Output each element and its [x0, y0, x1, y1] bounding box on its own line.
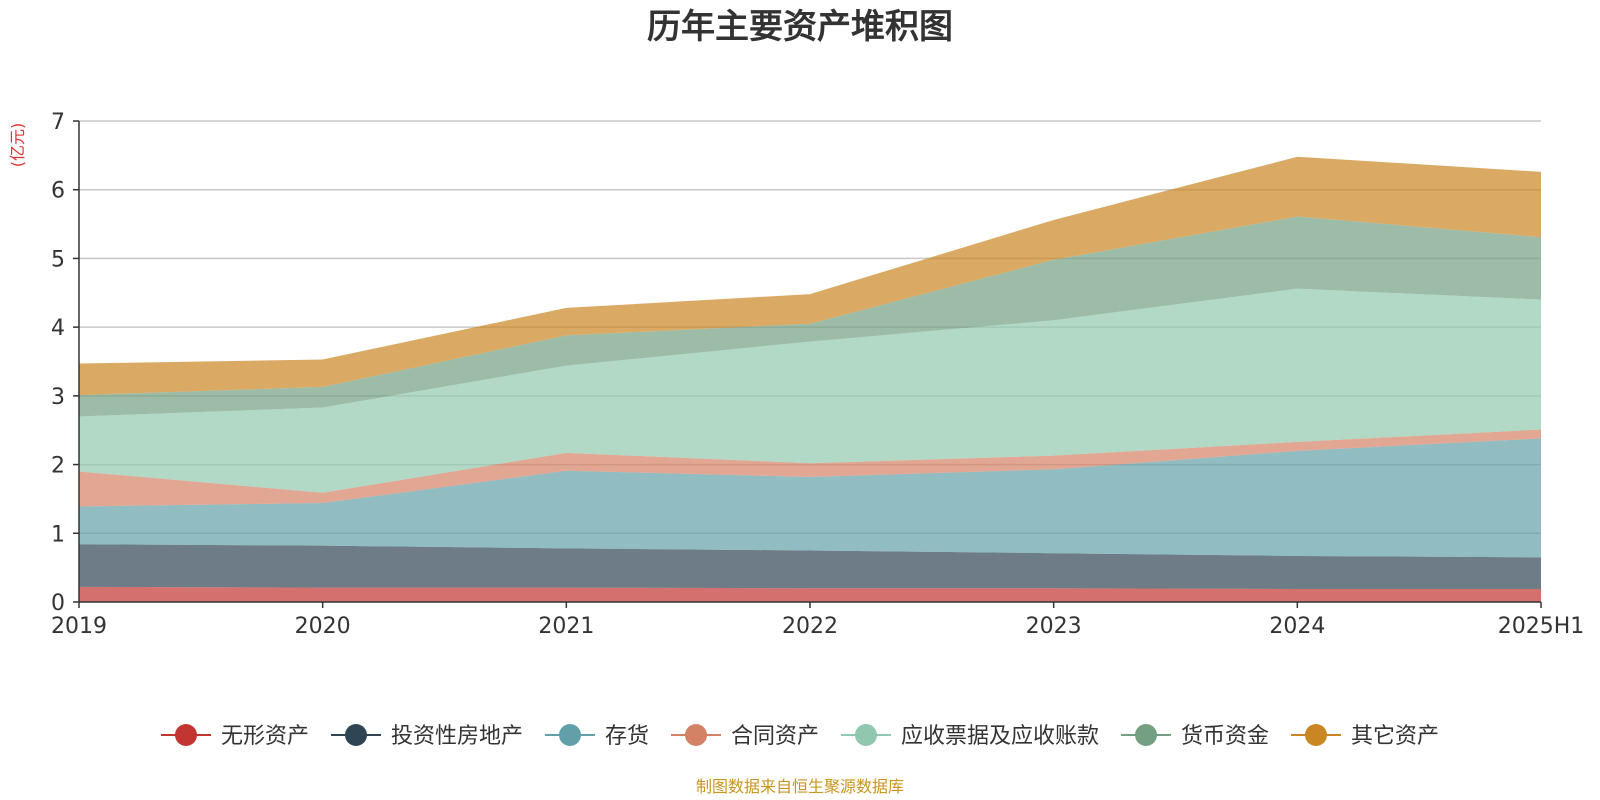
legend-item-7[interactable]: 其它资产	[1291, 724, 1439, 749]
area-series-3[interactable]	[79, 438, 1541, 558]
y-axis-unit-label: (亿元)	[8, 123, 27, 168]
y-tick-label: 1	[51, 522, 65, 547]
legend-label: 合同资产	[731, 724, 819, 749]
area-series-group	[79, 156, 1541, 602]
legend-label: 存货	[605, 724, 649, 749]
legend-marker	[855, 724, 877, 746]
area-series-5[interactable]	[79, 288, 1541, 493]
legend-label: 货币资金	[1181, 724, 1269, 749]
legend-marker	[1305, 724, 1327, 746]
chart-title: 历年主要资产堆积图	[647, 7, 953, 47]
legend-label: 无形资产	[221, 724, 309, 749]
legend-item-5[interactable]: 应收票据及应收账款	[841, 724, 1099, 749]
source-note: 制图数据来自恒生聚源数据库	[696, 777, 904, 796]
y-tick-label: 4	[51, 316, 65, 341]
x-tick-label: 2021	[538, 614, 594, 639]
legend-label: 其它资产	[1351, 724, 1439, 749]
legend-marker	[685, 724, 707, 746]
x-tick-label: 2019	[51, 614, 107, 639]
x-tick-label: 2020	[295, 614, 351, 639]
legend-item-6[interactable]: 货币资金	[1121, 724, 1269, 749]
y-tick-label: 5	[51, 247, 65, 272]
y-tick-label: 7	[51, 110, 65, 135]
legend[interactable]: 无形资产 投资性房地产 存货 合同资产 应收票据及应收账款 货币资金 其它资产	[161, 724, 1439, 749]
legend-item-3[interactable]: 存货	[545, 724, 649, 749]
y-tick-label: 6	[51, 179, 65, 204]
legend-marker	[345, 724, 367, 746]
legend-label: 投资性房地产	[391, 724, 523, 749]
area-series-7[interactable]	[79, 156, 1541, 396]
legend-item-4[interactable]: 合同资产	[671, 724, 819, 749]
area-series-2[interactable]	[79, 544, 1541, 589]
y-tick-label: 0	[51, 591, 65, 616]
legend-marker	[1135, 724, 1157, 746]
legend-item-1[interactable]: 无形资产	[161, 724, 309, 749]
legend-label: 应收票据及应收账款	[901, 724, 1099, 749]
x-tick-label: 2025H1	[1498, 614, 1585, 639]
legend-marker	[559, 724, 581, 746]
y-tick-label: 2	[51, 454, 65, 479]
area-series-6[interactable]	[79, 216, 1541, 417]
x-tick-label: 2022	[782, 614, 838, 639]
x-tick-label: 2024	[1269, 614, 1325, 639]
legend-marker	[175, 724, 197, 746]
area-series-1[interactable]	[79, 586, 1541, 602]
x-tick-label: 2023	[1026, 614, 1082, 639]
y-axis-ticks: 0 1 2 3 4 5 6 7	[51, 110, 79, 616]
x-axis-ticks: 2019 2020 2021 2022 2023 2024 2025H1	[51, 602, 1584, 639]
y-tick-label: 3	[51, 385, 65, 410]
legend-item-2[interactable]: 投资性房地产	[331, 724, 523, 749]
